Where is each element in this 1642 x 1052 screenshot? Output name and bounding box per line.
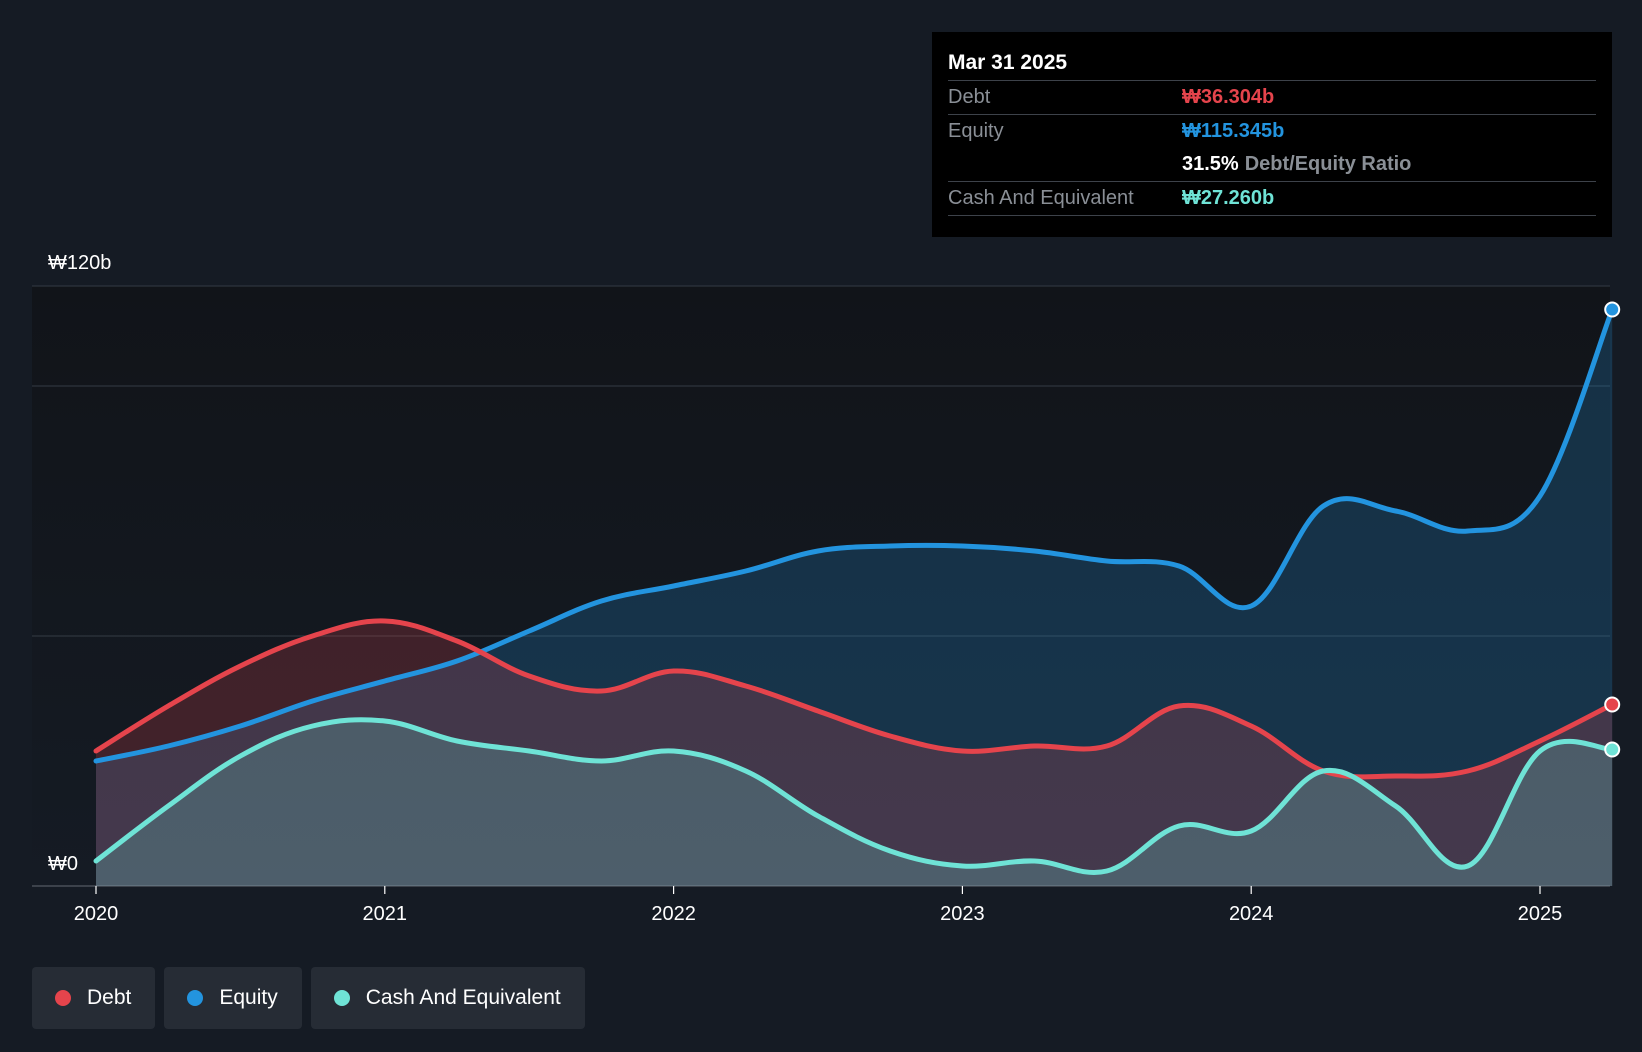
x-axis-ticks: 2020 2021 2022 2023 2024 2025	[74, 886, 1563, 925]
x-tick-label-2021: 2021	[363, 903, 408, 925]
tooltip-date: Mar 31 2025	[948, 51, 1068, 74]
tooltip-equity-label: Equity	[948, 120, 1004, 142]
legend: Debt Equity Cash And Equivalent	[32, 967, 585, 1029]
tooltip-debt-label: Debt	[948, 86, 991, 108]
x-tick-label-2022: 2022	[651, 903, 696, 925]
y-axis-bottom-label: ₩0	[48, 853, 78, 875]
legend-item-cash[interactable]: Cash And Equivalent	[310, 967, 585, 1029]
area-debt	[96, 620, 1613, 886]
legend-label-equity: Equity	[219, 986, 278, 1009]
series-endpoints	[1604, 301, 1621, 758]
line-cash-and-equivalent	[93, 717, 1615, 875]
endpoint-equity	[1604, 301, 1621, 318]
series-lines	[93, 307, 1615, 875]
tooltip-ratio-value: 31.5%	[1182, 153, 1239, 175]
tooltip-row-ratio: 31.5% Debt/Equity Ratio	[948, 148, 1596, 181]
legend-dot-equity-icon	[187, 990, 204, 1006]
tooltip-equity-value: ₩115.345b	[1182, 120, 1285, 142]
x-tick-label-2025: 2025	[1518, 903, 1563, 925]
legend-dot-cash-icon	[333, 990, 350, 1006]
tooltip-debt-value: ₩36.304b	[1182, 86, 1275, 108]
tooltip-row-debt: Debt ₩36.304b	[948, 80, 1596, 114]
tooltip-panel: Mar 31 2025 Debt ₩36.304b Equity ₩115.34…	[932, 32, 1612, 237]
line-equity	[93, 307, 1615, 764]
gridlines	[32, 285, 1610, 887]
tooltip-row-cash: Cash And Equivalent ₩27.260b	[948, 181, 1596, 216]
y-axis-top-label: ₩120b	[48, 252, 111, 274]
tooltip-row-equity: Equity ₩115.345b	[948, 114, 1596, 148]
legend-label-cash: Cash And Equivalent	[365, 986, 561, 1009]
legend-item-debt[interactable]: Debt	[32, 967, 156, 1029]
endpoint-debt	[1604, 696, 1621, 713]
tooltip-ratio-label: Debt/Equity Ratio	[1244, 153, 1412, 175]
x-tick-label-2024: 2024	[1229, 903, 1274, 925]
x-tick-label-2020: 2020	[74, 903, 119, 925]
tooltip-cash-label: Cash And Equivalent	[948, 187, 1134, 209]
legend-item-equity[interactable]: Equity	[164, 967, 302, 1029]
legend-dot-debt-icon	[55, 990, 71, 1006]
legend-label-debt: Debt	[87, 986, 132, 1009]
x-tick-label-2023: 2023	[940, 903, 985, 925]
tooltip-cash-value: ₩27.260b	[1182, 187, 1275, 209]
area-cash-and-equivalent	[96, 719, 1613, 886]
endpoint-cash-and-equivalent	[1604, 741, 1621, 758]
